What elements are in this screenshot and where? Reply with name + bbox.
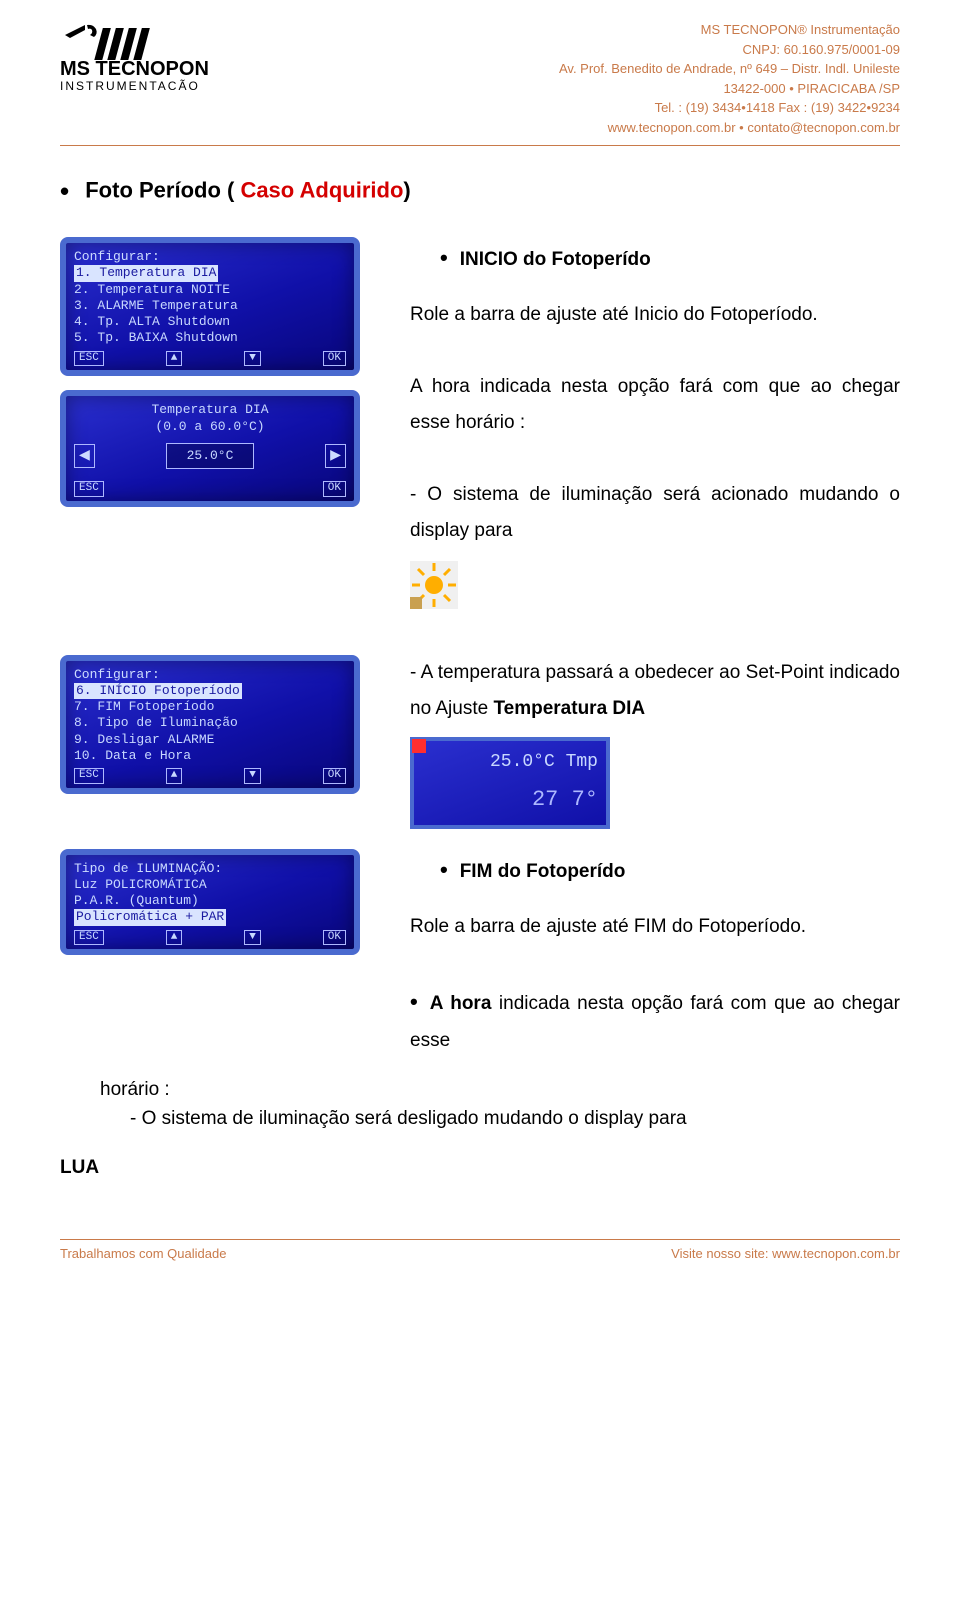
lcd-title: Tipo de ILUMINAÇÃO: xyxy=(74,861,346,877)
lcd-item: 2. Temperatura NOITE xyxy=(74,282,346,298)
final-line: - O sistema de iluminação será desligado… xyxy=(130,1101,900,1137)
lcd-item: 5. Tp. BAIXA Shutdown xyxy=(74,330,346,346)
lua-label: LUA xyxy=(60,1157,900,1179)
lcd-line: (0.0 a 60.0°C) xyxy=(74,419,346,435)
company-line: MS TECNOPON® Instrumentação xyxy=(559,20,900,40)
lcd-right: ▶ xyxy=(325,444,346,469)
lcd-item: 6. INÍCIO Fotoperíodo xyxy=(74,683,242,699)
block2-text: - A temperatura passará a obedecer ao Se… xyxy=(410,655,900,727)
lcd-line: Temperatura DIA xyxy=(74,402,346,418)
lcd-ok: OK xyxy=(323,481,346,497)
block2-prefix: - A temperatura passará a obedecer ao Se… xyxy=(410,662,900,719)
left-col-3: Tipo de ILUMINAÇÃO: Luz POLICROMÁTICA P.… xyxy=(60,849,360,970)
lcd-panel-configurar-1: Configurar: 1. Temperatura DIA 2. Temper… xyxy=(60,237,360,376)
content-row-2: Configurar: 6. INÍCIO Fotoperíodo 7. FIM… xyxy=(60,655,900,829)
lcd-esc: ESC xyxy=(74,351,104,367)
lcd-title: Configurar: xyxy=(74,667,346,683)
logo-text-2: INSTRUMENTAÇÃO xyxy=(60,79,200,90)
block1-p1: Role a barra de ajuste até Inicio do Fot… xyxy=(410,297,900,333)
lcd-panel-configurar-2: Configurar: 6. INÍCIO Fotoperíodo 7. FIM… xyxy=(60,655,360,794)
page-footer: Trabalhamos com Qualidade Visite nosso s… xyxy=(60,1239,900,1261)
block3-heading: FIM do Fotoperído xyxy=(440,849,900,891)
company-info: MS TECNOPON® Instrumentação CNPJ: 60.160… xyxy=(559,20,900,137)
company-line: CNPJ: 60.160.975/0001-09 xyxy=(559,40,900,60)
sun-icon xyxy=(410,561,458,609)
lcd-esc: ESC xyxy=(74,768,104,784)
lcd-dn: ▼ xyxy=(244,768,261,784)
footer-left: Trabalhamos com Qualidade xyxy=(60,1246,226,1261)
lcd-dn: ▼ xyxy=(244,930,261,946)
lcd-dn: ▼ xyxy=(244,351,261,367)
lcd-up: ▲ xyxy=(166,351,183,367)
right-col-3: FIM do Fotoperído Role a barra de ajuste… xyxy=(410,849,900,1059)
lcd-item: 10. Data e Hora xyxy=(74,748,346,764)
lcd-item: 9. Desligar ALARME xyxy=(74,732,346,748)
lcd-panel-iluminacao: Tipo de ILUMINAÇÃO: Luz POLICROMÁTICA P.… xyxy=(60,849,360,956)
page: MS TECNOPON INSTRUMENTAÇÃO MS TECNOPON® … xyxy=(0,0,960,1301)
lcd-left: ◀ xyxy=(74,444,95,469)
lcd-panel-temperatura: Temperatura DIA (0.0 a 60.0°C) ◀ 25.0°C … xyxy=(60,390,360,507)
content-row-3: Tipo de ILUMINAÇÃO: Luz POLICROMÁTICA P.… xyxy=(60,849,900,1059)
heading-red: Caso Adquirido xyxy=(240,177,403,202)
lcd-item: Luz POLICROMÁTICA xyxy=(74,877,346,893)
company-line: www.tecnopon.com.br • contato@tecnopon.c… xyxy=(559,118,900,138)
lcd-item: 4. Tp. ALTA Shutdown xyxy=(74,314,346,330)
content-row-1: Configurar: 1. Temperatura DIA 2. Temper… xyxy=(60,237,900,635)
footer-right: Visite nosso site: www.tecnopon.com.br xyxy=(671,1246,900,1261)
logo-text-1: MS TECNOPON xyxy=(60,58,209,80)
company-line: Av. Prof. Benedito de Andrade, nº 649 – … xyxy=(559,59,900,79)
lcd-ok: OK xyxy=(323,930,346,946)
lcd-up: ▲ xyxy=(166,768,183,784)
lcd-item: 3. ALARME Temperatura xyxy=(74,298,346,314)
lcd-item: 1. Temperatura DIA xyxy=(74,265,218,281)
lcd-esc: ESC xyxy=(74,481,104,497)
right-col-1: INICIO do Fotoperído Role a barra de aju… xyxy=(410,237,900,635)
heading-prefix: Foto Período ( xyxy=(85,177,240,202)
lcd-title: Configurar: xyxy=(74,249,346,265)
heading-suffix: ) xyxy=(403,177,410,202)
temp-line1: 25.0°C Tmp xyxy=(422,745,598,779)
lcd-value: 25.0°C xyxy=(166,443,255,469)
logo-block: MS TECNOPON INSTRUMENTAÇÃO xyxy=(60,20,240,90)
lcd-ok: OK xyxy=(323,351,346,367)
lcd-item: P.A.R. (Quantum) xyxy=(74,893,346,909)
lcd-item: Policromática + PAR xyxy=(74,909,226,925)
logo-icon: MS TECNOPON INSTRUMENTAÇÃO xyxy=(60,20,240,90)
lcd-item: 8. Tipo de Iluminação xyxy=(74,715,346,731)
block3-p2: A hora indicada nesta opção fará com que… xyxy=(410,981,900,1059)
block1-p3: - O sistema de iluminação será acionado … xyxy=(410,477,900,549)
block3-p1: Role a barra de ajuste até FIM do Fotope… xyxy=(410,909,900,945)
section-heading: Foto Período ( Caso Adquirido) xyxy=(60,176,900,207)
left-col-1: Configurar: 1. Temperatura DIA 2. Temper… xyxy=(60,237,360,521)
temp-snippet: 25.0°C Tmp 27 7° xyxy=(410,737,610,829)
page-header: MS TECNOPON INSTRUMENTAÇÃO MS TECNOPON® … xyxy=(60,20,900,146)
horario-label: horário : xyxy=(100,1079,900,1101)
block3-bullet: A hora xyxy=(410,993,491,1014)
temp-line2: 27 7° xyxy=(422,779,598,821)
red-square-icon xyxy=(412,739,426,753)
lcd-ok: OK xyxy=(323,768,346,784)
left-col-2: Configurar: 6. INÍCIO Fotoperíodo 7. FIM… xyxy=(60,655,360,808)
company-line: Tel. : (19) 3434•1418 Fax : (19) 3422•92… xyxy=(559,98,900,118)
lcd-item: 7. FIM Fotoperíodo xyxy=(74,699,346,715)
block1-heading: INICIO do Fotoperído xyxy=(440,237,900,279)
company-line: 13422-000 • PIRACICABA /SP xyxy=(559,79,900,99)
lcd-esc: ESC xyxy=(74,930,104,946)
right-col-2: - A temperatura passará a obedecer ao Se… xyxy=(410,655,900,829)
lcd-up: ▲ xyxy=(166,930,183,946)
block2-bold: Temperatura DIA xyxy=(493,698,645,719)
block1-p2: A hora indicada nesta opção fará com que… xyxy=(410,369,900,441)
